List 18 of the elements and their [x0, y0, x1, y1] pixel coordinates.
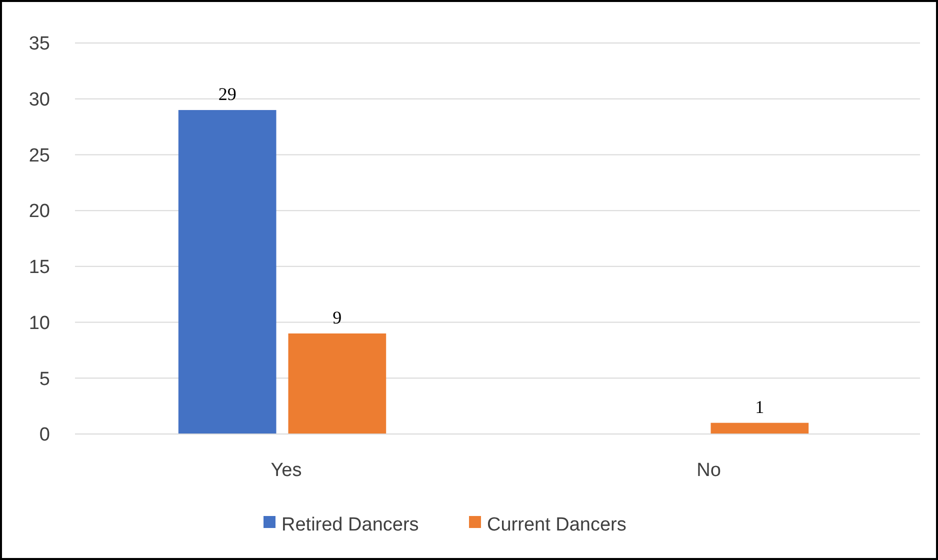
- data-label: 29: [218, 84, 236, 104]
- legend-label: Retired Dancers: [282, 514, 419, 536]
- y-tick-label: 35: [28, 34, 50, 55]
- y-tick-label: 5: [39, 368, 50, 390]
- y-tick-label: 25: [28, 145, 50, 166]
- legend-label: Current Dancers: [487, 514, 626, 536]
- y-tick-label: 10: [28, 312, 50, 334]
- y-tick-label: 0: [39, 424, 50, 446]
- x-tick-label: No: [696, 460, 721, 481]
- data-label: 1: [755, 396, 764, 417]
- x-tick-label: Yes: [270, 460, 302, 481]
- data-label: 9: [332, 307, 342, 328]
- y-tick-label: 30: [28, 90, 50, 111]
- bar: [710, 422, 809, 434]
- y-tick-label: 20: [28, 201, 50, 222]
- bar: [288, 333, 386, 434]
- y-tick-label: 15: [28, 257, 50, 278]
- bar: [178, 110, 276, 434]
